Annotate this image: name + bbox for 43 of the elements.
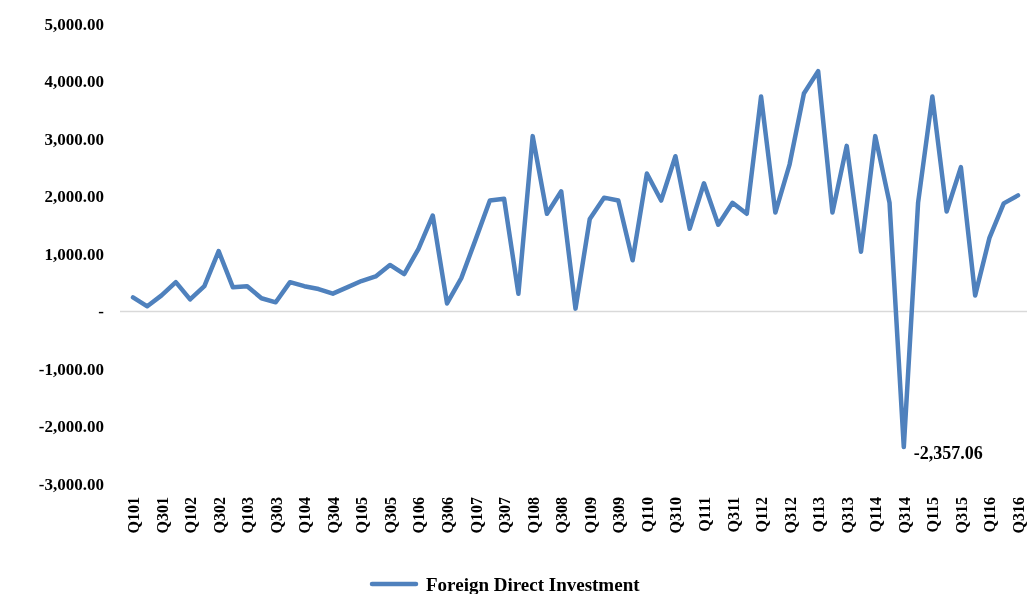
x-tick-label: Q307	[496, 497, 514, 534]
legend-label: Foreign Direct Investment	[426, 573, 641, 594]
x-tick-label: Q106	[410, 497, 428, 534]
x-tick-label: Q104	[296, 497, 314, 534]
x-tick-label: Q116	[981, 497, 999, 533]
y-tick-label: -1,000.00	[38, 359, 104, 379]
x-tick-label: Q110	[638, 497, 656, 533]
x-tick-label: Q309	[610, 497, 628, 534]
y-tick-label: -2,000.00	[38, 417, 104, 437]
x-tick-label: Q103	[239, 497, 257, 534]
x-tick-label: Q308	[553, 497, 571, 534]
x-tick-label: Q306	[439, 497, 457, 534]
x-tick-label: Q107	[467, 497, 485, 534]
x-tick-label: Q303	[267, 497, 285, 534]
y-tick-label: 4,000.00	[44, 72, 104, 92]
x-tick-label: Q111	[695, 497, 713, 532]
x-tick-label: Q101	[125, 497, 142, 534]
y-tick-label: -3,000.00	[38, 474, 104, 494]
y-tick-label: -	[98, 302, 105, 322]
x-tick-label: Q109	[581, 497, 599, 534]
x-tick-label: Q108	[524, 497, 542, 534]
x-tick-label: Q112	[753, 497, 771, 533]
x-tick-label: Q316	[1010, 497, 1027, 534]
x-tick-label: Q115	[924, 497, 942, 533]
x-tick-label: Q102	[182, 497, 200, 534]
x-tick-label: Q305	[381, 497, 399, 534]
y-tick-label: 2,000.00	[44, 187, 104, 207]
x-tick-label: Q113	[810, 497, 828, 533]
x-tick-label: Q315	[952, 497, 970, 534]
y-tick-label: 5,000.00	[44, 14, 104, 34]
x-tick-label: Q310	[667, 497, 685, 534]
x-tick-label: Q302	[210, 497, 228, 534]
x-tick-label: Q304	[324, 497, 342, 534]
x-tick-label: Q313	[838, 497, 856, 534]
data-label: -2,357.06	[913, 443, 983, 464]
x-tick-label: Q312	[781, 497, 799, 534]
y-tick-label: 3,000.00	[44, 129, 104, 149]
x-tick-label: Q311	[724, 497, 742, 533]
y-tick-label: 1,000.00	[44, 244, 104, 264]
x-tick-label: Q105	[353, 497, 371, 534]
x-tick-label: Q314	[895, 497, 913, 534]
x-tick-label: Q301	[153, 497, 171, 534]
x-tick-label: Q114	[867, 497, 885, 533]
